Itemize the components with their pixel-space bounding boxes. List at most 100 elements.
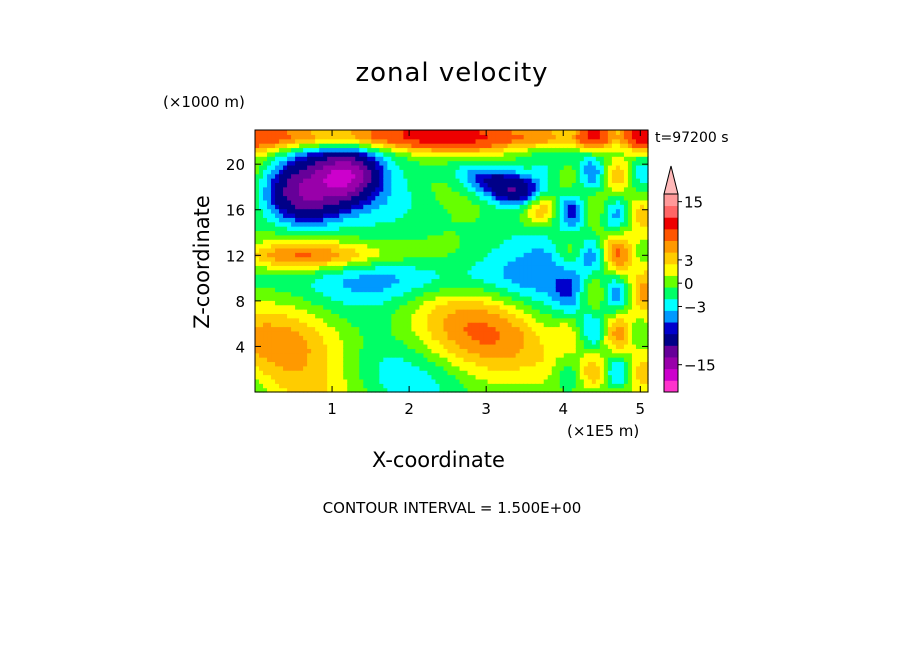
heatmap-cell [307, 326, 312, 332]
heatmap-cell [291, 169, 296, 175]
heatmap-cell [495, 130, 501, 135]
heatmap-cell [259, 195, 264, 201]
heatmap-cell [307, 278, 312, 284]
heatmap-cell [483, 339, 489, 345]
heatmap-cell [535, 147, 541, 153]
heatmap-cell [255, 330, 260, 336]
heatmap-cell [291, 182, 296, 188]
heatmap-cell [351, 164, 356, 170]
heatmap-cell [355, 199, 360, 205]
heatmap-cell [511, 335, 517, 341]
heatmap-cell [315, 234, 320, 240]
heatmap-cell [379, 282, 384, 288]
heatmap-cell [555, 291, 561, 297]
heatmap-cell [451, 256, 457, 262]
heatmap-cell [407, 387, 412, 393]
heatmap-cell [479, 178, 485, 183]
heatmap-cell [315, 352, 320, 358]
heatmap-cell [531, 239, 537, 245]
heatmap-cell [259, 300, 264, 306]
heatmap-cell [443, 226, 449, 232]
heatmap-cell [335, 330, 340, 336]
heatmap-cell [295, 378, 300, 384]
heatmap-cell [419, 247, 425, 253]
heatmap-cell [535, 357, 541, 363]
heatmap-cell [267, 269, 272, 275]
heatmap-cell [395, 370, 400, 376]
heatmap-cell [371, 330, 376, 336]
heatmap-cell [343, 370, 348, 376]
heatmap-cell [495, 212, 501, 218]
heatmap-cell [435, 221, 441, 227]
heatmap-cell [343, 221, 348, 227]
heatmap-cell [335, 234, 340, 240]
heatmap-cell [419, 304, 425, 310]
heatmap-cell [343, 278, 348, 284]
heatmap-cell [375, 156, 380, 162]
heatmap-cell [303, 343, 308, 349]
heatmap-cell [255, 304, 260, 310]
heatmap-cell [547, 156, 553, 162]
heatmap-cell [419, 134, 425, 140]
heatmap-cell [479, 252, 485, 258]
heatmap-cell [403, 191, 408, 197]
heatmap-cell [451, 169, 457, 175]
heatmap-cell [519, 156, 525, 162]
heatmap-cell [299, 357, 304, 363]
heatmap-cell [447, 212, 453, 218]
heatmap-cell [571, 252, 577, 258]
heatmap-cell [495, 361, 501, 367]
heatmap-cell [311, 243, 316, 249]
heatmap-cell [351, 330, 356, 336]
heatmap-cell [363, 160, 368, 166]
heatmap-cell [359, 147, 364, 153]
heatmap-cell [315, 230, 320, 236]
heatmap-cell [547, 343, 553, 349]
heatmap-cell [359, 300, 364, 306]
heatmap-cell [263, 191, 268, 197]
heatmap-cell [415, 191, 421, 197]
heatmap-cell [287, 169, 292, 175]
heatmap-cell [287, 343, 292, 349]
heatmap-cell [323, 195, 328, 201]
heatmap-cell [415, 274, 421, 280]
heatmap-cell [551, 309, 557, 314]
heatmap-cell [387, 322, 392, 328]
heatmap-cell [299, 230, 304, 236]
heatmap-cell [579, 239, 585, 245]
heatmap-cell [395, 287, 400, 293]
heatmap-cell [311, 221, 316, 227]
heatmap-cell [463, 374, 469, 380]
heatmap-cell [383, 352, 388, 358]
heatmap-cell [519, 274, 525, 280]
heatmap-cell [403, 261, 408, 266]
heatmap-cell [295, 387, 300, 393]
heatmap-cell [343, 212, 348, 218]
heatmap-cell [331, 226, 336, 232]
heatmap-cell [451, 182, 457, 188]
heatmap-cell [379, 317, 384, 323]
heatmap-cell [427, 204, 433, 210]
heatmap-cell [459, 151, 465, 157]
heatmap-cell [567, 247, 573, 253]
heatmap-cell [379, 239, 384, 245]
heatmap-cell [427, 269, 433, 275]
heatmap-cell [371, 348, 376, 354]
heatmap-cell [507, 300, 513, 306]
heatmap-cell [367, 178, 372, 183]
heatmap-cell [447, 195, 453, 201]
heatmap-cell [527, 300, 533, 306]
heatmap-cell [451, 151, 457, 157]
heatmap-cell [551, 261, 557, 266]
heatmap-cell [283, 130, 288, 135]
heatmap-cell [279, 387, 284, 393]
heatmap-cell [479, 278, 485, 284]
heatmap-cell [443, 295, 449, 301]
heatmap-cell [335, 239, 340, 245]
heatmap-cell [299, 199, 304, 205]
heatmap-cell [547, 383, 553, 389]
heatmap-cell [391, 243, 396, 249]
heatmap-cell [483, 208, 489, 214]
heatmap-cell [475, 138, 481, 144]
heatmap-cell [527, 339, 533, 345]
